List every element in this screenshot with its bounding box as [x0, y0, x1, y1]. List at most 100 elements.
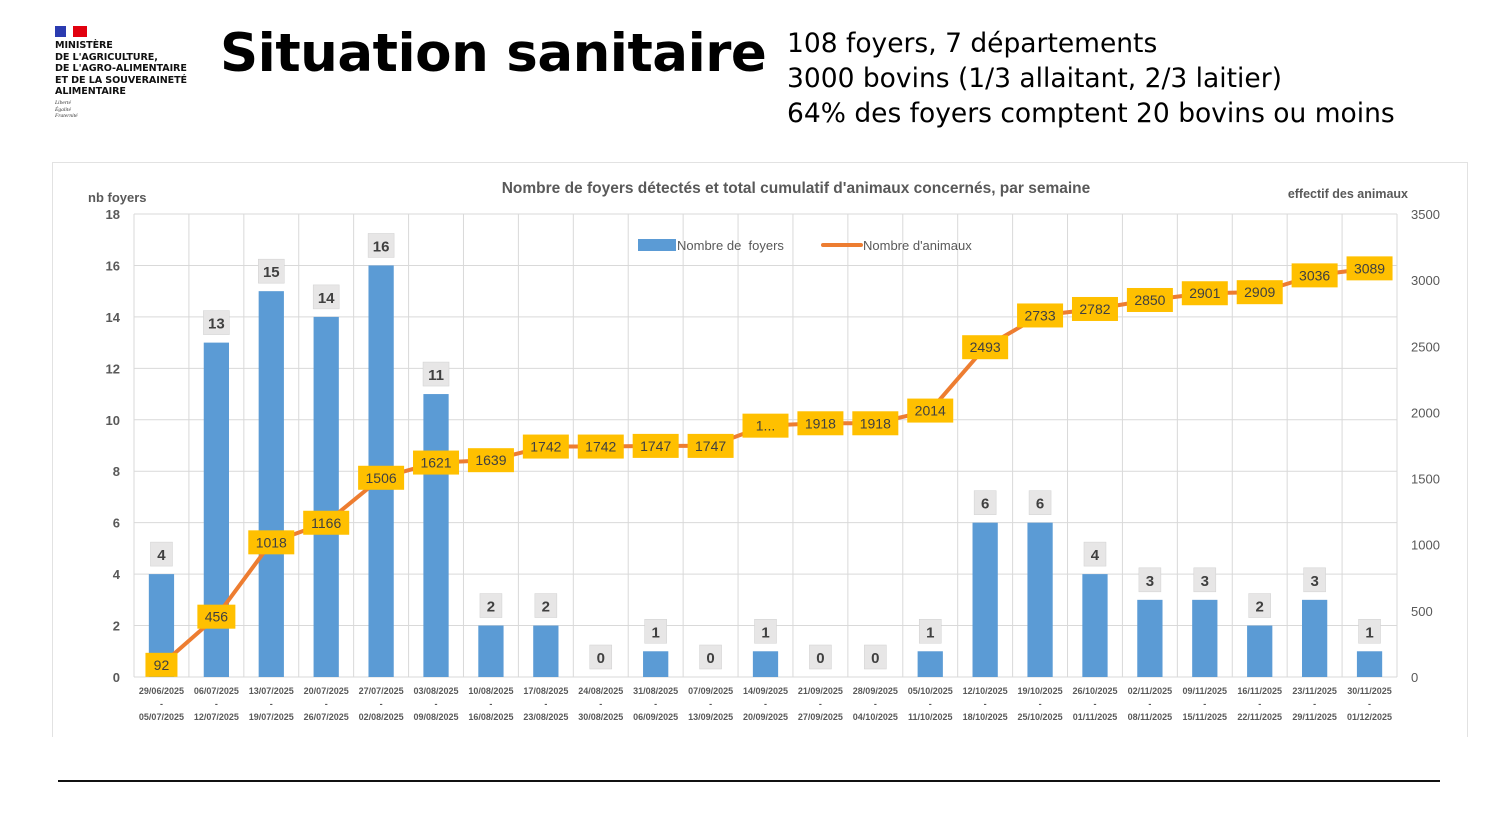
bar-label-box	[1303, 567, 1326, 593]
x-tick-label-separator: -	[1258, 699, 1261, 709]
x-tick-label-separator: -	[215, 699, 218, 709]
bar	[643, 651, 669, 677]
ministry-line: ET DE LA SOUVERAINETÉ	[55, 74, 187, 86]
line-data-label: 456	[205, 609, 229, 625]
line-label-box	[632, 433, 679, 458]
bar-label-box	[479, 593, 503, 618]
bar-data-label: 1	[926, 624, 934, 641]
bar	[313, 316, 339, 677]
x-tick-label-end: 15/11/2025	[1183, 712, 1228, 722]
motto-line: Fraternité	[55, 113, 78, 120]
line-label-box	[742, 413, 789, 438]
legend-bar-swatch	[638, 239, 676, 251]
bar-label-box	[1248, 593, 1271, 618]
bar-data-label: 2	[487, 599, 495, 616]
right-tick-label: 0	[1411, 670, 1418, 685]
x-tick-label-separator: -	[325, 699, 328, 709]
line-label-box	[852, 411, 899, 436]
left-tick-label: 2	[113, 619, 120, 634]
x-tick-label-end: 09/08/2025	[413, 712, 458, 722]
right-axis-title: effectif des animaux	[1288, 187, 1408, 201]
bar	[1027, 522, 1053, 677]
bar-data-label: 3	[1201, 573, 1209, 590]
line-data-label: 1918	[860, 415, 891, 431]
x-tick-label-start: 06/07/2025	[194, 686, 239, 696]
x-tick-label-end: 29/11/2025	[1292, 712, 1337, 722]
x-tick-label-start: 28/09/2025	[853, 686, 898, 696]
fact-line: 108 foyers, 7 départements	[787, 28, 1158, 59]
bar	[478, 625, 504, 677]
bar-data-label: 14	[318, 290, 335, 307]
x-tick-label-start: 23/11/2025	[1292, 686, 1337, 696]
bar-label-box	[367, 233, 395, 258]
bar-label-box	[312, 284, 340, 310]
x-tick-label-separator: -	[764, 699, 767, 709]
x-tick-label-end: 26/07/2025	[304, 712, 349, 722]
x-tick-label-end: 27/09/2025	[798, 712, 843, 722]
bar-data-label: 0	[706, 650, 714, 667]
bar	[972, 522, 998, 677]
bar-data-label: 16	[373, 238, 390, 255]
bar-data-label: 0	[597, 650, 605, 667]
ministry-line: ALIMENTAIRE	[55, 86, 126, 98]
x-tick-label-separator: -	[1039, 699, 1042, 709]
bar-label-box	[1193, 567, 1217, 593]
x-tick-label-separator: -	[1093, 699, 1096, 709]
x-tick-label-end: 30/08/2025	[578, 712, 623, 722]
x-tick-label-start: 05/10/2025	[908, 686, 953, 696]
line-label-box	[577, 434, 624, 459]
bar-label-box	[973, 490, 997, 515]
x-tick-label-start: 16/11/2025	[1237, 686, 1282, 696]
left-tick-label: 12	[106, 361, 120, 376]
line-data-label: 2901	[1189, 285, 1220, 301]
slide-title: Situation sanitaire	[220, 23, 767, 84]
x-tick-label-separator: -	[709, 699, 712, 709]
x-tick-label-end: 12/07/2025	[194, 712, 239, 722]
x-tick-label-start: 17/08/2025	[523, 686, 568, 696]
line-data-label: 1506	[366, 470, 397, 486]
left-tick-label: 0	[113, 670, 120, 685]
x-tick-label-start: 31/08/2025	[633, 686, 678, 696]
x-tick-label-start: 02/11/2025	[1128, 686, 1173, 696]
bar-label-box	[1028, 490, 1052, 515]
x-tick-label-end: 22/11/2025	[1237, 712, 1282, 722]
right-tick-label: 1500	[1411, 472, 1440, 487]
x-tick-label-start: 26/10/2025	[1072, 686, 1117, 696]
fact-line: 64% des foyers comptent 20 bovins ou moi…	[787, 98, 1395, 129]
motto-line: Égalité	[55, 106, 71, 113]
chart-title: Nombre de foyers détectés et total cumul…	[502, 180, 1091, 197]
right-tick-label: 500	[1411, 604, 1433, 619]
x-tick-label-end: 19/07/2025	[249, 712, 294, 722]
animals-line	[159, 266, 1372, 667]
bar-label-box	[534, 593, 558, 618]
line-label-box	[145, 652, 178, 677]
left-tick-label: 10	[106, 413, 120, 428]
right-tick-label: 2000	[1411, 405, 1440, 420]
line-series	[159, 266, 1372, 667]
x-tick-label-separator: -	[929, 699, 932, 709]
republic-motto: Liberté Égalité Fraternité	[55, 100, 225, 120]
left-axis-title: nb foyers	[88, 190, 147, 205]
bar-data-label: 15	[263, 264, 280, 281]
right-tick-label: 3500	[1411, 207, 1440, 222]
ministry-logo: MINISTÈRE DE L'AGRICULTURE, DE L'AGRO-AL…	[55, 26, 225, 120]
bar	[917, 651, 943, 677]
line-label-box	[248, 530, 295, 555]
x-tick-label-end: 06/09/2025	[633, 712, 678, 722]
bar	[1247, 625, 1273, 677]
line-label-box	[1291, 263, 1338, 288]
line-label-box	[413, 450, 460, 475]
line-data-label: 2014	[915, 403, 946, 419]
x-tick-label-start: 27/07/2025	[359, 686, 404, 696]
ministry-line: DE L'AGRICULTURE,	[55, 51, 158, 63]
x-tick-label-separator: -	[1203, 699, 1206, 709]
x-tick-label-start: 12/10/2025	[963, 686, 1008, 696]
bar-label-box	[422, 361, 450, 387]
line-label-box	[1126, 287, 1173, 312]
x-tick-label-separator: -	[544, 699, 547, 709]
ministry-line: DE L'AGRO-ALIMENTAIRE	[55, 63, 187, 75]
line-data-label: 1747	[695, 438, 726, 454]
line-data-label: 2493	[970, 339, 1001, 355]
chart-frame: 4 13 15 14 16 11 2 2 0 1 0 1 0 0 1 6 6 4 3 3 2 3 1 92 456 1018 11…	[52, 162, 1468, 737]
left-tick-label: 16	[106, 258, 120, 273]
